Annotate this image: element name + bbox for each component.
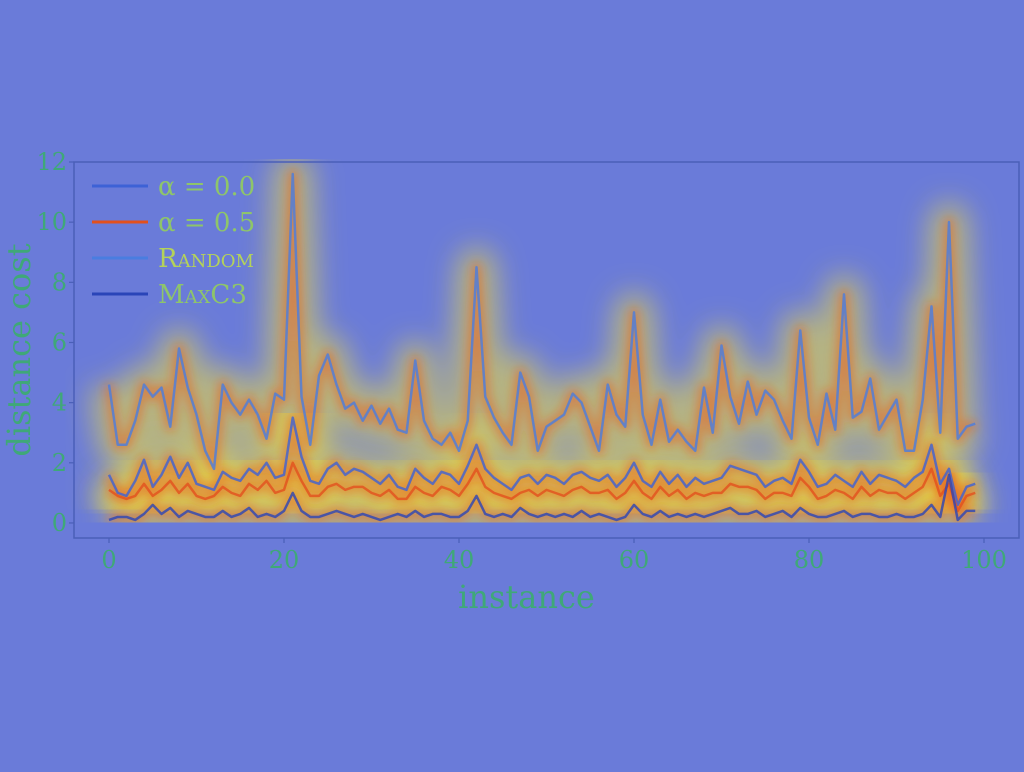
series-line-1 <box>108 461 976 513</box>
x-tick-label: 80 <box>794 546 825 574</box>
legend-label-0: α = 0.0 <box>158 172 255 202</box>
plot-frame <box>73 161 1020 539</box>
x-tick-label: 60 <box>619 546 650 574</box>
axes: 0 20 40 60 80 100 0 2 4 6 8 10 12 <box>36 148 1020 574</box>
x-axis-label: instance <box>458 578 595 616</box>
series-line-0 <box>107 416 976 507</box>
x-tick-label: 100 <box>961 546 1007 574</box>
legend-label-1: α = 0.5 <box>158 208 255 238</box>
y-tick-label: 12 <box>36 148 67 176</box>
y-tick-label: 2 <box>52 449 67 477</box>
legend-label-2: Random <box>158 244 254 274</box>
x-tick-label: 40 <box>444 546 475 574</box>
series-lines <box>107 172 976 522</box>
y-tick-label: 10 <box>36 208 67 236</box>
legend: α = 0.0 α = 0.5 Random MaxC3 <box>92 172 255 310</box>
legend-label-3: MaxC3 <box>158 280 247 310</box>
x-tick-label: 0 <box>101 546 116 574</box>
y-tick-label: 6 <box>52 328 67 356</box>
axis-labels: instance distance cost <box>0 243 595 616</box>
y-axis-label: distance cost <box>0 243 38 456</box>
x-tick-label: 20 <box>269 546 300 574</box>
series-line-3 <box>108 473 976 522</box>
y-tick-label: 4 <box>52 389 67 417</box>
y-tick-label: 8 <box>52 268 67 296</box>
series-line-2 <box>107 172 976 471</box>
y-tick-label: 0 <box>52 509 67 537</box>
